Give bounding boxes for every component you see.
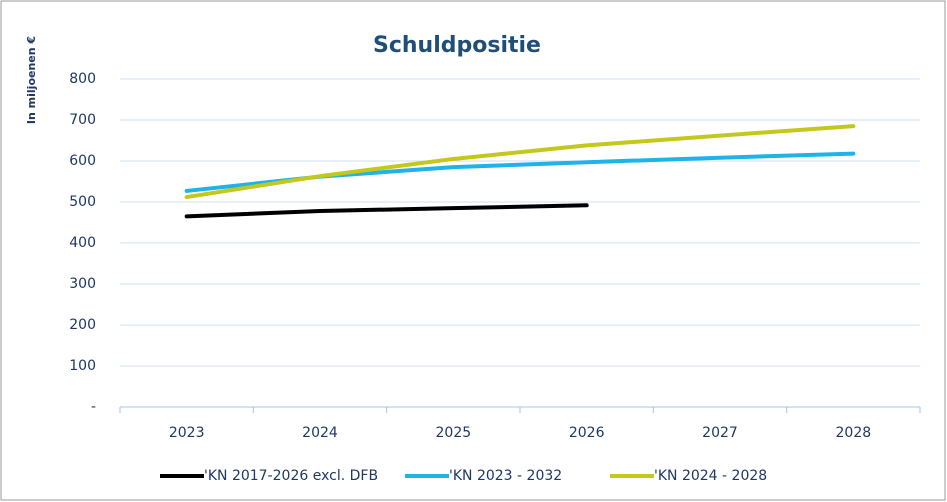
x-tick-label: 2028	[836, 425, 872, 441]
y-tick-label: 500	[69, 194, 96, 210]
y-tick-label: 100	[69, 358, 96, 374]
y-tick-label: 800	[69, 71, 96, 87]
x-tick-label: 2027	[702, 425, 738, 441]
y-tick-label: 400	[69, 235, 96, 251]
y-axis-label: In miljoenen €	[25, 36, 38, 124]
legend-label: 'KN 2024 - 2028	[654, 468, 767, 484]
legend-label: 'KN 2017-2026 excl. DFB	[204, 468, 378, 484]
series-line	[184, 124, 856, 200]
chart-title: Schuldpositie	[373, 33, 541, 58]
legend-label: 'KN 2023 - 2032	[449, 468, 562, 484]
x-tick-label: 2024	[302, 425, 338, 441]
y-tick-label: 600	[69, 153, 96, 169]
y-tick-label: -	[91, 399, 96, 415]
y-tick-label: 700	[69, 112, 96, 128]
y-tick-label: 300	[69, 276, 96, 292]
y-tick-label: 200	[69, 317, 96, 333]
x-tick-label: 2025	[436, 425, 472, 441]
series-line	[184, 203, 589, 219]
x-tick-label: 2023	[169, 425, 205, 441]
x-tick-label: 2026	[569, 425, 605, 441]
